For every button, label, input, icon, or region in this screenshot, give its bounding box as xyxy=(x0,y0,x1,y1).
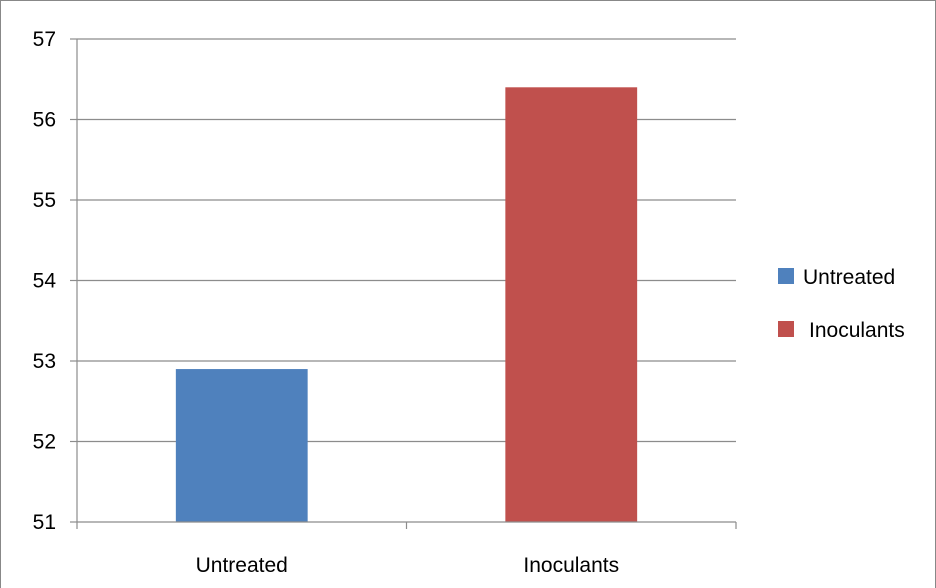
y-tick-label-52: 52 xyxy=(33,431,56,454)
y-tick-label-55: 55 xyxy=(33,189,56,212)
bars xyxy=(175,87,638,523)
y-tick-labels: 51 52 53 54 55 56 57 xyxy=(33,28,57,534)
legend-swatch-inoculants xyxy=(778,321,794,337)
bar-inoculants xyxy=(505,87,638,523)
bar-untreated xyxy=(175,369,308,522)
x-tick-label-untreated: Untreated xyxy=(196,554,288,577)
y-tick-label-56: 56 xyxy=(33,109,56,132)
y-tick-label-54: 54 xyxy=(33,270,57,293)
legend-label-untreated: Untreated xyxy=(803,266,895,289)
x-tick-labels: Untreated Inoculants xyxy=(196,554,619,577)
legend: Untreated Inoculants xyxy=(778,266,905,342)
x-tick-label-inoculants: Inoculants xyxy=(523,554,619,577)
legend-swatch-untreated xyxy=(778,268,794,284)
y-tick-label-51: 51 xyxy=(33,511,56,534)
y-tick-label-53: 53 xyxy=(33,350,56,373)
y-tick-label-57: 57 xyxy=(33,28,56,51)
legend-label-inoculants: Inoculants xyxy=(809,319,905,342)
axes xyxy=(70,38,737,529)
